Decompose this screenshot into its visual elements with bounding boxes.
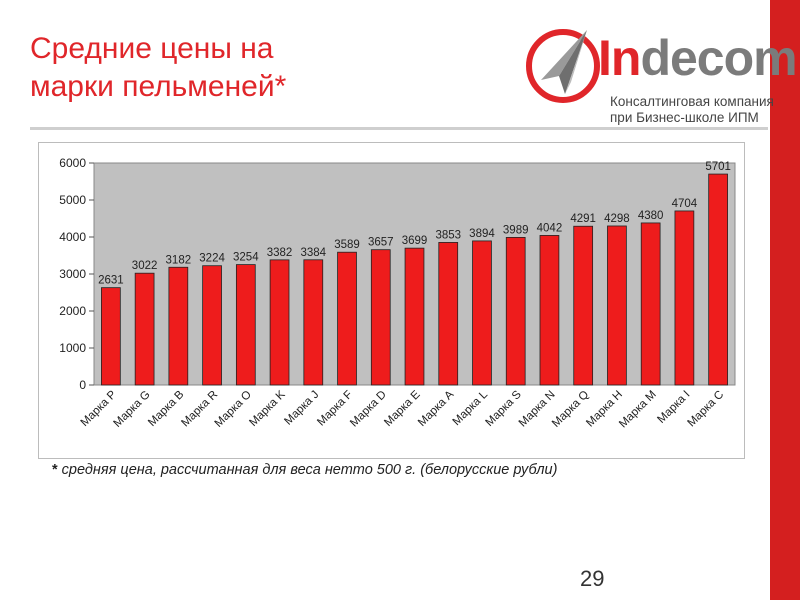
- logo-wordmark: Indecom: [598, 28, 798, 88]
- data-label: 3657: [368, 237, 394, 249]
- data-label: 4298: [604, 213, 630, 225]
- y-tick-label: 4000: [59, 230, 86, 244]
- header-divider: [30, 127, 768, 130]
- data-label: 3384: [300, 247, 326, 259]
- slide-title: Средние цены на марки пельменей*: [30, 30, 450, 106]
- bar: [337, 251, 357, 386]
- x-tick-label: Марка D: [348, 389, 389, 430]
- footnote-text: средняя цена, рассчитанная для веса нетт…: [57, 462, 558, 478]
- bar: [134, 272, 155, 386]
- bar: [269, 259, 290, 386]
- bar: [202, 265, 222, 386]
- y-tick-label: 6000: [59, 156, 86, 170]
- y-tick-label: 0: [79, 378, 86, 392]
- logo-subtitle-line-1: Консалтинговая компания: [610, 94, 774, 109]
- bar: [607, 225, 627, 386]
- data-label: 3022: [132, 260, 158, 272]
- title-line-1: Средние цены на: [30, 32, 274, 65]
- bar-chart: 0 1000 2000 3000 4000 5000 6000 2631 Марка P 3022…: [38, 142, 745, 459]
- data-label: 3853: [435, 229, 461, 241]
- bar: [674, 210, 695, 386]
- bar: [472, 240, 492, 386]
- bar: [573, 225, 594, 386]
- data-label: 4042: [537, 222, 563, 234]
- x-tick-label: Марка E: [382, 388, 423, 429]
- footnote-marker: *: [52, 462, 58, 478]
- data-label: 3989: [503, 224, 529, 236]
- bar: [505, 237, 526, 386]
- bar: [370, 249, 391, 386]
- bar: [539, 235, 560, 386]
- bar: [708, 173, 728, 386]
- title-line-2: марки пельменей*: [30, 70, 287, 103]
- logo-subtitle-line-2: при Бизнес-школе ИПМ: [610, 110, 759, 125]
- data-label: 3182: [166, 254, 192, 266]
- y-tick-label: 3000: [59, 267, 86, 281]
- y-tick-label: 2000: [59, 304, 86, 318]
- bar: [168, 266, 189, 386]
- bar: [235, 264, 256, 386]
- data-label: 2631: [98, 275, 124, 287]
- data-label: 3254: [233, 252, 259, 264]
- logo-subtitle: Консалтинговая компания при Бизнес-школе…: [610, 94, 774, 126]
- right-accent-bar: [770, 0, 800, 600]
- x-tick-label: Марка C: [685, 389, 726, 430]
- footnote: * средняя цена, рассчитанная для веса не…: [52, 462, 557, 478]
- y-tick-label: 1000: [59, 341, 86, 355]
- paper-plane-in-circle-icon: [526, 29, 600, 103]
- data-label: 3589: [334, 239, 360, 251]
- y-tick-label: 5000: [59, 193, 86, 207]
- data-label: 3699: [402, 235, 428, 247]
- data-label: 4380: [638, 210, 664, 222]
- data-label: 3224: [199, 253, 225, 265]
- data-label: 3382: [267, 247, 293, 259]
- x-tick-label: Марка G: [111, 389, 152, 430]
- data-label: 4291: [570, 213, 596, 225]
- bar: [404, 247, 425, 386]
- page-number: 29: [580, 566, 605, 591]
- x-tick-label: Марка A: [416, 388, 457, 429]
- logo-wordmark-rest: decom: [640, 30, 797, 86]
- x-tick-label: Марка J: [282, 389, 321, 428]
- x-tick-label: Марка O: [213, 389, 254, 430]
- x-tick-label: Марка Q: [550, 389, 591, 430]
- bar: [101, 287, 121, 386]
- bar: [438, 242, 459, 386]
- data-label: 3894: [469, 228, 495, 240]
- x-tick-label: Марка M: [617, 389, 659, 431]
- bar: [303, 259, 324, 386]
- bar: [640, 222, 661, 386]
- x-tick-label: Марка K: [247, 388, 288, 429]
- data-label: 4704: [672, 198, 698, 210]
- logo-wordmark-first: In: [598, 30, 641, 86]
- data-label: 5701: [705, 161, 731, 173]
